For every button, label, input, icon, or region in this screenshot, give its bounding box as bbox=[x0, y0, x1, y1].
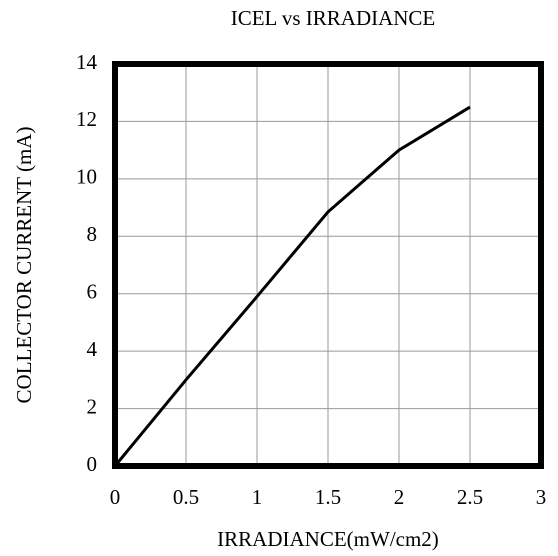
y-tick-label: 0 bbox=[87, 452, 98, 476]
x-tick-label: 1.5 bbox=[315, 485, 341, 509]
y-tick-label: 2 bbox=[87, 394, 98, 418]
x-tick-label: 0.5 bbox=[173, 485, 199, 509]
y-tick-label: 10 bbox=[76, 165, 97, 189]
data-line bbox=[113, 105, 471, 467]
chart-title: ICEL vs IRRADIANCE bbox=[231, 6, 436, 30]
x-tick-label: 3 bbox=[536, 485, 547, 509]
y-tick-label: 6 bbox=[87, 280, 98, 304]
x-axis-label: IRRADIANCE(mW/cm2) bbox=[217, 527, 439, 551]
x-tick-label: 2.5 bbox=[457, 485, 483, 509]
y-tick-label: 4 bbox=[87, 337, 98, 361]
x-tick-label: 2 bbox=[394, 485, 405, 509]
y-tick-label: 8 bbox=[87, 222, 98, 246]
y-tick-label: 14 bbox=[76, 50, 98, 74]
y-axis-label: COLLECTOR CURRENT (mA) bbox=[12, 127, 36, 404]
y-tick-label: 12 bbox=[76, 107, 97, 131]
x-tick-label: 1 bbox=[252, 485, 263, 509]
plot-frame bbox=[112, 61, 544, 469]
x-tick-label: 0 bbox=[110, 485, 121, 509]
